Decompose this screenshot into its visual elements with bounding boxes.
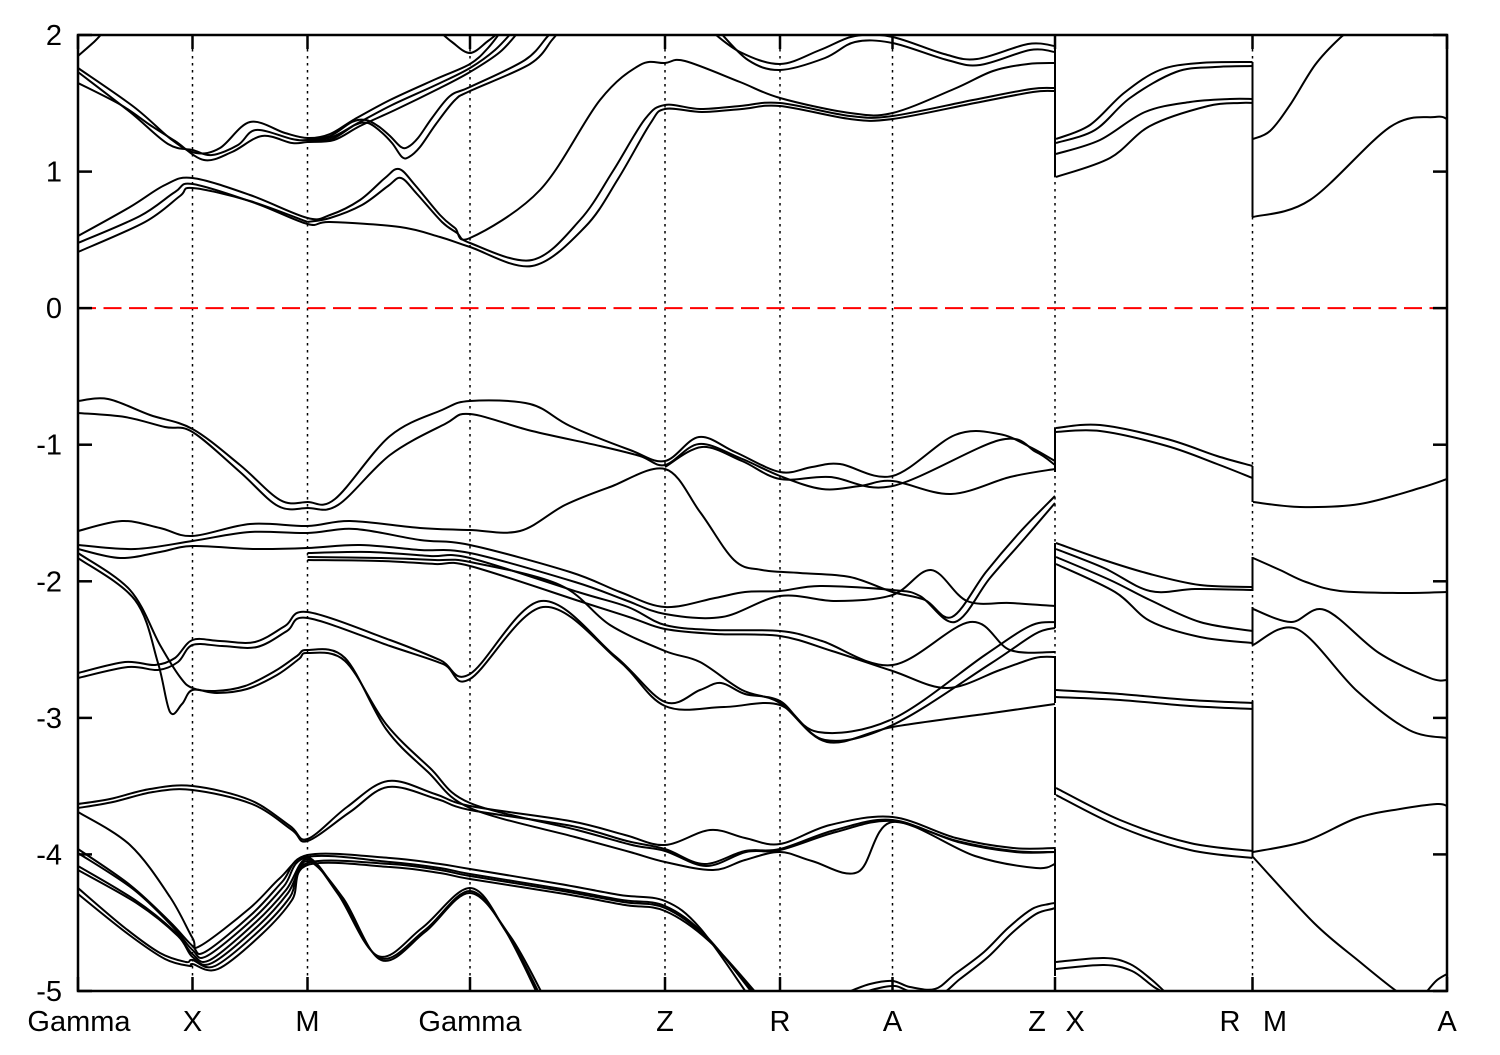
svg-text:A: A (1437, 1006, 1457, 1038)
svg-text:2: 2 (46, 20, 62, 52)
svg-text:Gamma: Gamma (27, 1006, 131, 1038)
svg-text:0: 0 (46, 293, 62, 325)
svg-text:A: A (883, 1006, 903, 1038)
svg-text:-3: -3 (36, 703, 62, 735)
svg-text:-1: -1 (36, 430, 62, 462)
svg-text:M: M (1263, 1006, 1287, 1038)
svg-text:R: R (770, 1006, 791, 1038)
svg-text:X: X (183, 1006, 202, 1038)
svg-text:M: M (295, 1006, 319, 1038)
svg-text:R: R (1220, 1006, 1241, 1038)
svg-text:X: X (1065, 1006, 1084, 1038)
svg-text:Gamma: Gamma (418, 1006, 522, 1038)
svg-text:-4: -4 (36, 839, 62, 871)
svg-text:-2: -2 (36, 566, 62, 598)
svg-text:-5: -5 (36, 976, 62, 1008)
svg-text:Z: Z (656, 1006, 674, 1038)
svg-text:Z: Z (1028, 1006, 1046, 1038)
svg-text:1: 1 (46, 157, 62, 189)
